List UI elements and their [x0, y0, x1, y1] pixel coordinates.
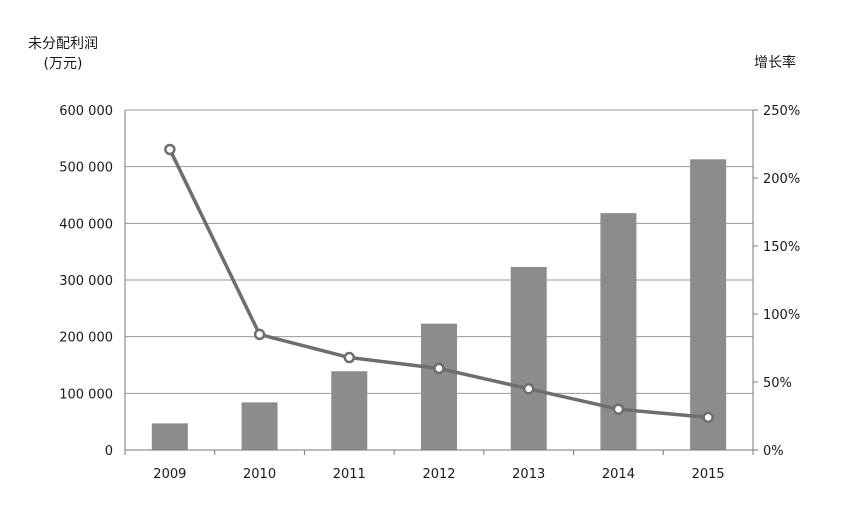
growth-point	[164, 143, 176, 156]
x-tick-label: 2010	[243, 467, 276, 482]
y-tick-label: 300 000	[59, 274, 113, 289]
y-tick-label: 500 000	[59, 161, 113, 176]
growth-point	[343, 351, 356, 364]
y2-tick-label: 100%	[763, 308, 800, 323]
growth-point	[433, 362, 445, 375]
bar	[421, 323, 457, 450]
growth-point	[612, 403, 625, 415]
bar	[331, 371, 368, 450]
y2-tick-label: 250%	[763, 104, 800, 119]
growth-point	[702, 411, 714, 424]
growth-line	[164, 143, 714, 424]
bar	[510, 266, 547, 450]
growth-point	[253, 328, 266, 341]
y2-tick-label: 50%	[763, 376, 792, 391]
x-tick-label: 2012	[422, 467, 455, 482]
bar	[690, 159, 727, 451]
left-axis-unit: (万元)	[43, 56, 83, 72]
x-tick-label: 2015	[692, 467, 725, 482]
x-tick-label: 2014	[602, 467, 635, 482]
right-axis-label: 增长率	[754, 55, 796, 71]
y-tick-label: 600 000	[59, 104, 113, 119]
axes	[124, 109, 758, 455]
y-tick-label: 200 000	[59, 331, 113, 346]
left-axis-label: 未分配利润 (万元)	[28, 34, 98, 74]
x-tick-label: 2011	[333, 467, 366, 482]
tick-labels: 0 100 000 200 000 300 000 400 000 500 000 600 …	[59, 104, 800, 482]
y-tick-label: 400 000	[59, 217, 113, 232]
x-tick-label: 2013	[512, 467, 545, 482]
y2-tick-label: 200%	[763, 172, 800, 187]
bars	[151, 159, 727, 451]
y2-tick-label: 150%	[763, 240, 800, 255]
growth-point	[522, 383, 535, 395]
left-axis-title: 未分配利润	[28, 36, 98, 52]
bar	[241, 402, 278, 450]
y-tick-label: 100 000	[59, 387, 113, 402]
bar	[151, 423, 188, 450]
y-tick-label: 0	[105, 444, 113, 459]
x-tick-label: 2009	[153, 467, 186, 482]
y2-tick-label: 0%	[763, 444, 784, 459]
